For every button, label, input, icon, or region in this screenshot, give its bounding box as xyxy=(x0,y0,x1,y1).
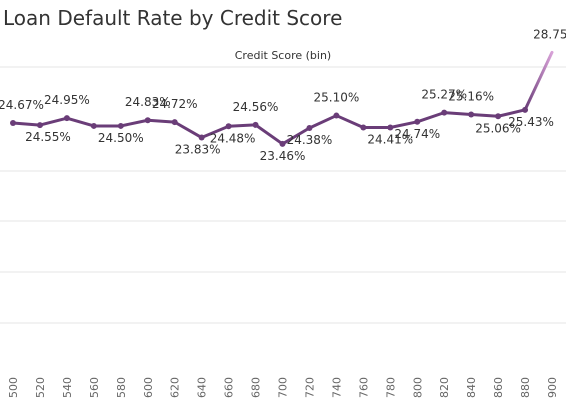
data-point-580 xyxy=(117,122,124,129)
data-label-740: 25.10% xyxy=(314,91,360,105)
data-point-500 xyxy=(10,120,16,126)
data-label-700: 23.46% xyxy=(260,149,306,163)
line-segment xyxy=(307,114,338,130)
x-tick-860: 860 xyxy=(492,377,505,398)
data-point-720 xyxy=(306,125,313,132)
x-tick-580: 580 xyxy=(115,377,128,398)
data-points xyxy=(10,106,529,147)
line-segment xyxy=(334,114,365,129)
data-label-860: 25.06% xyxy=(475,121,521,135)
line-segment xyxy=(146,118,177,124)
x-tick-labels: 500 520 540 560 580 600 620 640 660 680 700 720 740 7… xyxy=(7,377,559,398)
line-segment xyxy=(388,120,419,129)
data-point-520 xyxy=(36,122,43,129)
x-tick-800: 800 xyxy=(411,377,424,398)
data-label-720: 24.38% xyxy=(287,133,333,147)
data-label-780: 24.41% xyxy=(367,132,413,146)
data-point-700 xyxy=(279,140,286,147)
data-label-540: 24.95% xyxy=(44,93,90,107)
data-point-880 xyxy=(522,106,529,113)
x-tick-620: 620 xyxy=(169,377,182,398)
line-segment xyxy=(254,123,284,146)
data-point-660 xyxy=(225,123,232,130)
data-label-600: 24.83% xyxy=(125,95,171,109)
data-label-660: 24.48% xyxy=(210,131,256,145)
data-label-580: 24.50% xyxy=(98,131,144,145)
x-tick-880: 880 xyxy=(519,377,532,398)
data-label-820: 25.27% xyxy=(421,88,467,102)
x-tick-660: 660 xyxy=(223,377,236,398)
data-label-520: 24.55% xyxy=(25,130,71,144)
data-point-640 xyxy=(198,134,205,141)
data-label-880: 25.43% xyxy=(508,115,554,129)
data-point-620 xyxy=(171,119,178,126)
data-labels: 24.67% 24.55% 24.95% 24.50% 24.83%24.72% 23.8… xyxy=(0,27,566,163)
data-point-760 xyxy=(360,124,367,131)
data-point-780 xyxy=(387,124,394,131)
x-tick-840: 840 xyxy=(465,377,478,398)
x-tick-780: 780 xyxy=(384,377,397,398)
x-tick-500: 500 xyxy=(7,377,20,398)
x-tick-560: 560 xyxy=(88,377,101,398)
data-point-860 xyxy=(495,113,502,120)
data-label-900: 28.75% xyxy=(533,27,566,41)
x-tick-520: 520 xyxy=(34,377,47,398)
data-point-560 xyxy=(90,122,97,129)
data-label-840: 25.16% xyxy=(448,90,494,104)
data-label-620: 24.72% xyxy=(152,97,198,111)
x-tick-680: 680 xyxy=(250,377,263,398)
x-tick-600: 600 xyxy=(142,377,155,398)
data-point-680 xyxy=(252,121,259,128)
data-point-540 xyxy=(63,115,70,122)
line-segment xyxy=(415,111,446,124)
data-label-500: 24.67% xyxy=(0,98,44,112)
line-segment xyxy=(442,111,473,117)
data-point-600 xyxy=(144,117,151,124)
line-segment xyxy=(469,113,500,118)
line-segment xyxy=(496,108,527,118)
chart-title: Loan Default Rate by Credit Score xyxy=(3,6,343,30)
x-tick-720: 720 xyxy=(303,377,316,398)
line-segment xyxy=(11,121,42,127)
x-tick-740: 740 xyxy=(330,377,343,398)
data-label-640: 23.83% xyxy=(175,143,221,157)
line-segment xyxy=(281,126,311,146)
data-point-800 xyxy=(414,118,421,125)
data-point-740 xyxy=(333,112,340,119)
data-label-680: 24.56% xyxy=(233,100,279,114)
data-point-820 xyxy=(441,109,448,116)
data-label-800: 24.74% xyxy=(394,127,440,141)
line-segment xyxy=(119,118,150,128)
line-segment xyxy=(65,116,96,128)
gridlines xyxy=(0,66,566,324)
line-segment xyxy=(173,120,204,140)
x-tick-760: 760 xyxy=(357,377,370,398)
x-tick-540: 540 xyxy=(61,377,74,398)
line-segment xyxy=(523,50,554,112)
x-tick-820: 820 xyxy=(438,377,451,398)
series-line xyxy=(11,50,554,146)
x-tick-640: 640 xyxy=(196,377,209,398)
line-segment xyxy=(38,116,69,127)
data-point-840 xyxy=(468,111,475,118)
line-segment xyxy=(227,123,258,128)
x-tick-900: 900 xyxy=(546,377,559,398)
line-segment xyxy=(200,124,231,140)
x-axis-title: Credit Score (bin) xyxy=(235,49,331,62)
x-tick-700: 700 xyxy=(277,377,290,398)
